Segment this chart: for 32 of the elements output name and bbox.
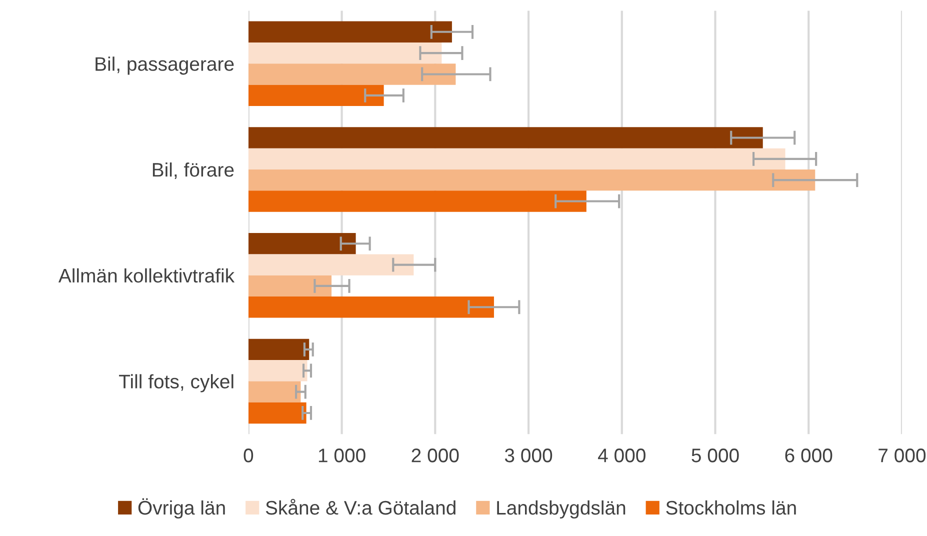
y-tick-label: Allmän kollektivtrafik xyxy=(58,268,235,283)
x-tick-label: 2 000 xyxy=(412,448,459,462)
y-tick-label: Bil, passagerare xyxy=(96,56,234,75)
y-tick-label: Bil, förare xyxy=(152,162,234,180)
bar xyxy=(248,64,456,85)
x-tick-label: 7 000 xyxy=(878,448,926,462)
bar xyxy=(248,127,763,148)
legend-label: Skåne & V:a Götaland xyxy=(266,498,456,515)
legend-label: Landsbygdslän xyxy=(497,500,626,519)
bar xyxy=(248,275,332,297)
bar xyxy=(248,84,384,106)
legend-label: Stockholms län xyxy=(666,500,796,515)
bar xyxy=(248,42,442,64)
bar xyxy=(248,148,786,170)
y-tick-label: Till fots, cykel xyxy=(119,374,234,392)
bar xyxy=(248,233,356,254)
bar xyxy=(248,254,414,276)
x-tick-label: 1 000 xyxy=(318,448,366,462)
bar xyxy=(248,360,308,382)
bar xyxy=(248,381,301,402)
x-tick-label: 4 000 xyxy=(598,448,646,462)
x-tick-label: 3 000 xyxy=(504,448,552,462)
bar xyxy=(248,338,310,360)
bar xyxy=(248,170,816,191)
x-tick-label: 5 000 xyxy=(692,448,739,462)
bar xyxy=(248,296,494,318)
bar xyxy=(248,402,306,424)
bar xyxy=(248,21,452,42)
x-tick-label: 0 xyxy=(244,448,254,462)
legend-label: Övriga län xyxy=(138,498,225,519)
x-tick-label: 6 000 xyxy=(785,448,832,462)
bar xyxy=(248,190,586,212)
